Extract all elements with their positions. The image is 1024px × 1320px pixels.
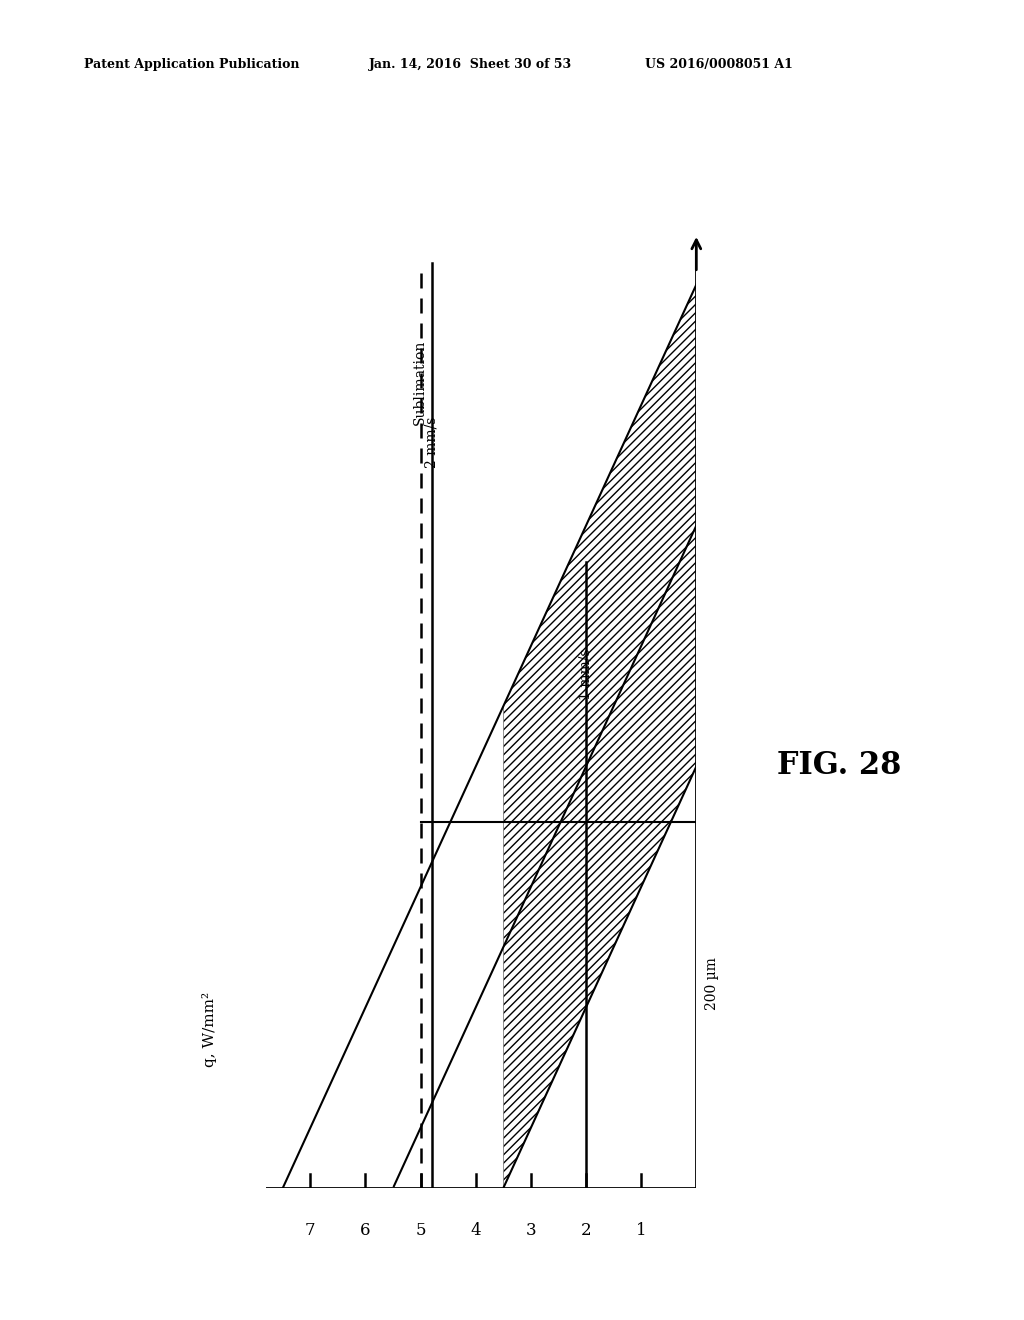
Text: 1 mm/s: 1 mm/s (579, 648, 593, 700)
Text: FIG. 28: FIG. 28 (777, 750, 902, 781)
Text: 200 µm: 200 µm (705, 957, 719, 1010)
Text: 2: 2 (581, 1222, 591, 1238)
Text: Jan. 14, 2016  Sheet 30 of 53: Jan. 14, 2016 Sheet 30 of 53 (369, 58, 571, 71)
Text: 3: 3 (525, 1222, 537, 1238)
Text: 6: 6 (360, 1222, 371, 1238)
Text: Patent Application Publication: Patent Application Publication (84, 58, 299, 71)
Text: 5: 5 (416, 1222, 426, 1238)
Text: 4: 4 (470, 1222, 481, 1238)
Text: q, W/mm²: q, W/mm² (203, 993, 217, 1067)
Text: 7: 7 (305, 1222, 315, 1238)
Text: Sublimation: Sublimation (414, 341, 427, 425)
Text: 1: 1 (636, 1222, 646, 1238)
Text: US 2016/0008051 A1: US 2016/0008051 A1 (645, 58, 793, 71)
Text: 2 mm/s: 2 mm/s (424, 417, 438, 469)
